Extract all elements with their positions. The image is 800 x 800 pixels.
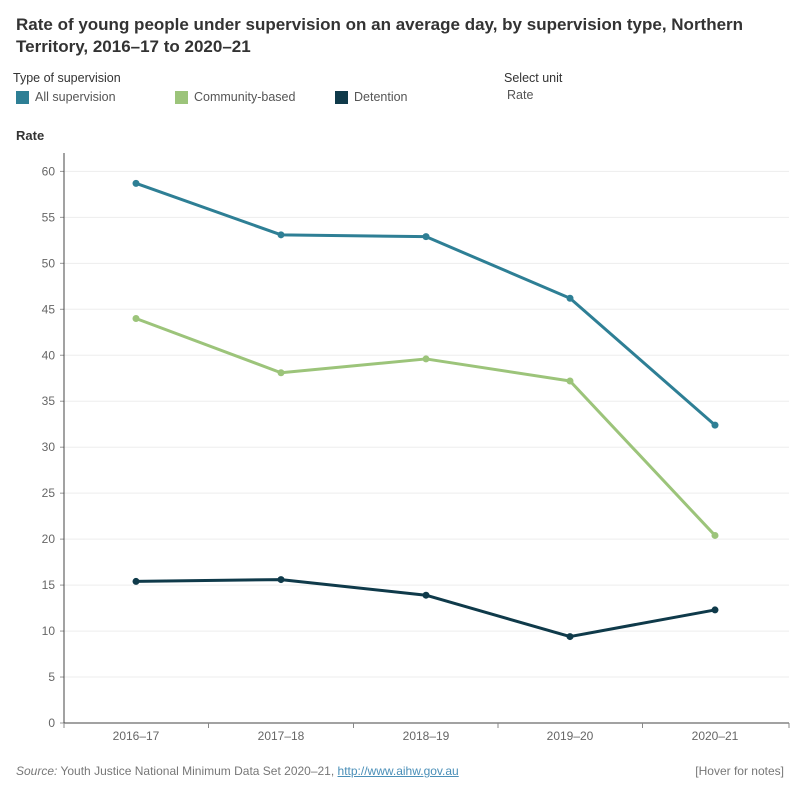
- legend-label-all-supervision: All supervision: [35, 90, 116, 104]
- source-link[interactable]: http://www.aihw.gov.au: [337, 764, 459, 778]
- x-tick-label: 2018–19: [403, 729, 450, 743]
- data-point-all-supervision: [277, 231, 285, 239]
- y-tick-label: 60: [42, 164, 56, 178]
- hover-notes-link[interactable]: [Hover for notes]: [695, 764, 784, 778]
- y-tick-label: 10: [42, 624, 56, 638]
- legend-item-detention[interactable]: Detention: [335, 89, 408, 105]
- x-tick-label: 2020–21: [692, 729, 739, 743]
- source-label: Source:: [16, 764, 58, 778]
- series-line-all-supervision: [134, 181, 717, 427]
- legend-item-community-based[interactable]: Community-based: [175, 89, 295, 105]
- data-point-detention: [422, 591, 430, 599]
- data-point-all-supervision: [711, 421, 719, 429]
- data-point-community-based: [132, 314, 140, 322]
- y-tick-label: 5: [48, 670, 55, 684]
- data-point-community-based: [566, 377, 574, 385]
- data-point-detention: [566, 633, 574, 641]
- data-point-detention: [277, 576, 285, 584]
- x-tick-label: 2019–20: [547, 729, 594, 743]
- data-point-community-based: [277, 369, 285, 377]
- select-unit-label: Select unit: [504, 71, 563, 85]
- legend-swatch-all-supervision: [16, 90, 29, 104]
- source-text: Youth Justice National Minimum Data Set …: [57, 764, 338, 778]
- x-tick-label: 2017–18: [258, 729, 305, 743]
- data-point-detention: [711, 606, 719, 614]
- x-tick-label: 2016–17: [113, 729, 160, 743]
- y-tick-label: 20: [42, 532, 56, 546]
- y-axis-label: Rate: [16, 128, 45, 143]
- select-unit-value[interactable]: Rate: [507, 88, 534, 102]
- series-line-detention: [134, 578, 717, 639]
- y-tick-label: 55: [42, 210, 56, 224]
- y-tick-label: 35: [42, 394, 56, 408]
- y-tick-label: 25: [42, 486, 56, 500]
- y-tick-label: 40: [42, 348, 56, 362]
- data-point-community-based: [711, 531, 719, 539]
- source-note: Source: Youth Justice National Minimum D…: [16, 764, 459, 778]
- legend-item-all-supervision[interactable]: All supervision: [16, 89, 116, 105]
- legend-swatch-detention: [335, 90, 348, 104]
- y-tick-label: 50: [42, 256, 56, 270]
- legend-label-community-based: Community-based: [194, 90, 296, 104]
- legend-swatch-community-based: [175, 90, 188, 104]
- data-point-community-based: [422, 355, 430, 363]
- data-point-all-supervision: [132, 179, 140, 187]
- y-tick-label: 15: [42, 578, 56, 592]
- data-point-all-supervision: [566, 294, 574, 302]
- data-point-detention: [132, 577, 140, 585]
- chart-title: Rate of young people under supervision o…: [16, 15, 744, 56]
- y-tick-label: 30: [42, 440, 56, 454]
- data-point-all-supervision: [422, 233, 430, 241]
- legend-label-detention: Detention: [354, 90, 408, 104]
- y-tick-label: 45: [42, 302, 56, 316]
- y-tick-label: 0: [48, 716, 55, 730]
- legend-title: Type of supervision: [13, 71, 121, 85]
